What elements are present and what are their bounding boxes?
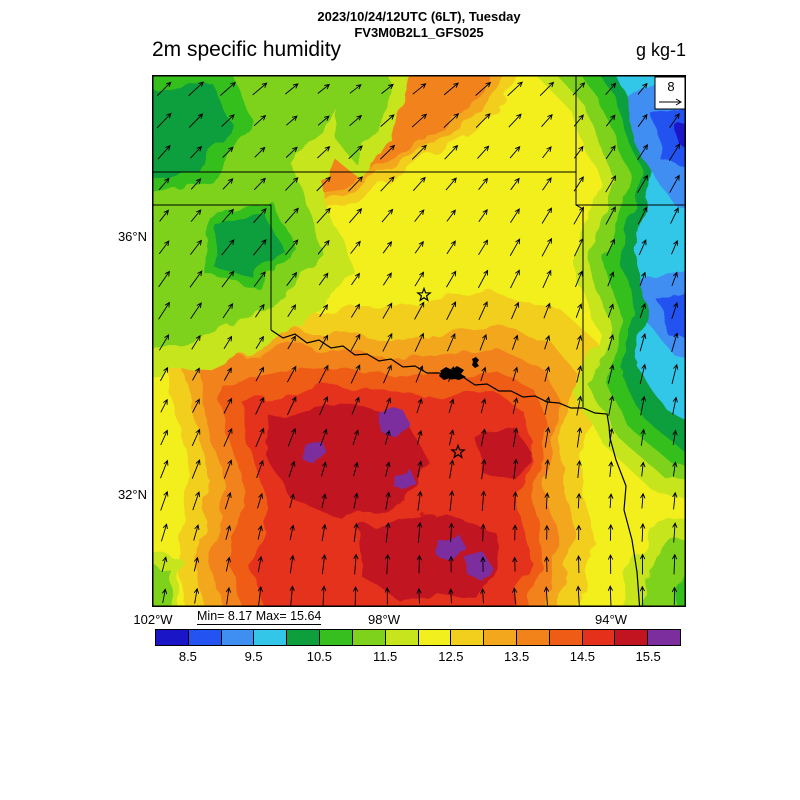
star-marker-1 xyxy=(416,286,432,302)
reference-vector-box: 8 xyxy=(654,76,686,110)
colorbar xyxy=(155,629,681,646)
colorbar-segment xyxy=(581,629,616,646)
contour-field xyxy=(152,75,686,607)
border-panhandle xyxy=(152,204,272,330)
colorbar-tick-label: 13.5 xyxy=(503,649,530,664)
colorbar-tick-label: 10.5 xyxy=(306,649,333,664)
colorbar-segment xyxy=(450,629,485,646)
state-borders xyxy=(152,75,686,607)
colorbar-segment xyxy=(319,629,353,646)
colorbar-segment xyxy=(187,629,222,646)
plot-title: 2m specific humidity xyxy=(152,38,342,61)
colorbar-segment xyxy=(647,629,681,646)
colorbar-segment xyxy=(286,629,321,646)
lake-mark xyxy=(472,357,479,368)
colorbar-segment xyxy=(548,629,583,646)
lon-label-98w: 98°W xyxy=(368,612,400,627)
colorbar-tick-label: 12.5 xyxy=(438,649,464,664)
colorbar-tick-label: 14.5 xyxy=(569,649,596,664)
map-frame xyxy=(152,75,686,607)
lon-label-94w: 94°W xyxy=(595,612,627,627)
star-marker-2 xyxy=(450,443,466,459)
colorbar-segment xyxy=(220,629,255,646)
header-model: FV3M0B2L1_GFS025 xyxy=(354,25,484,40)
wind-arrows-layer xyxy=(156,81,681,607)
colorbar-segment xyxy=(515,629,550,646)
colorbar-segment xyxy=(384,629,419,646)
map-canvas: 8 xyxy=(152,75,686,607)
colorbar-segment xyxy=(614,629,649,646)
colorbar-ticks: 8.5 9.5 10.5 11.5 12.5 13.5 14.5 15.5 xyxy=(155,649,681,665)
lat-label-36n: 36°N xyxy=(117,229,147,244)
humidity-map: 8 xyxy=(152,75,686,607)
lon-label-102w: 102°W xyxy=(133,612,173,627)
minmax-stats: Min= 8.17 Max= 15.64 xyxy=(197,609,322,625)
border-east-vertical xyxy=(575,75,584,407)
plot-title-row: 2m specific humidity g kg-1 xyxy=(152,38,686,62)
colorbar-tick-label: 8.5 xyxy=(178,649,197,664)
plot-units: g kg-1 xyxy=(635,40,686,60)
colorbar-tick-label: 9.5 xyxy=(244,649,263,664)
colorbar-tick-label: 11.5 xyxy=(372,649,398,664)
reference-vector-arrow xyxy=(659,98,682,106)
colorbar-segment xyxy=(483,629,517,646)
header-datetime: 2023/10/24/12UTC (6LT), Tuesday xyxy=(317,9,521,24)
colorbar-segment xyxy=(417,629,452,646)
colorbar-segment xyxy=(351,629,386,646)
colorbar-segment xyxy=(253,629,288,646)
lat-label-32n: 32°N xyxy=(117,487,147,502)
red-river xyxy=(270,329,641,607)
reference-vector-value: 8 xyxy=(667,79,674,94)
colorbar-tick-label: 15.5 xyxy=(635,649,661,664)
colorbar-segment xyxy=(155,629,189,646)
